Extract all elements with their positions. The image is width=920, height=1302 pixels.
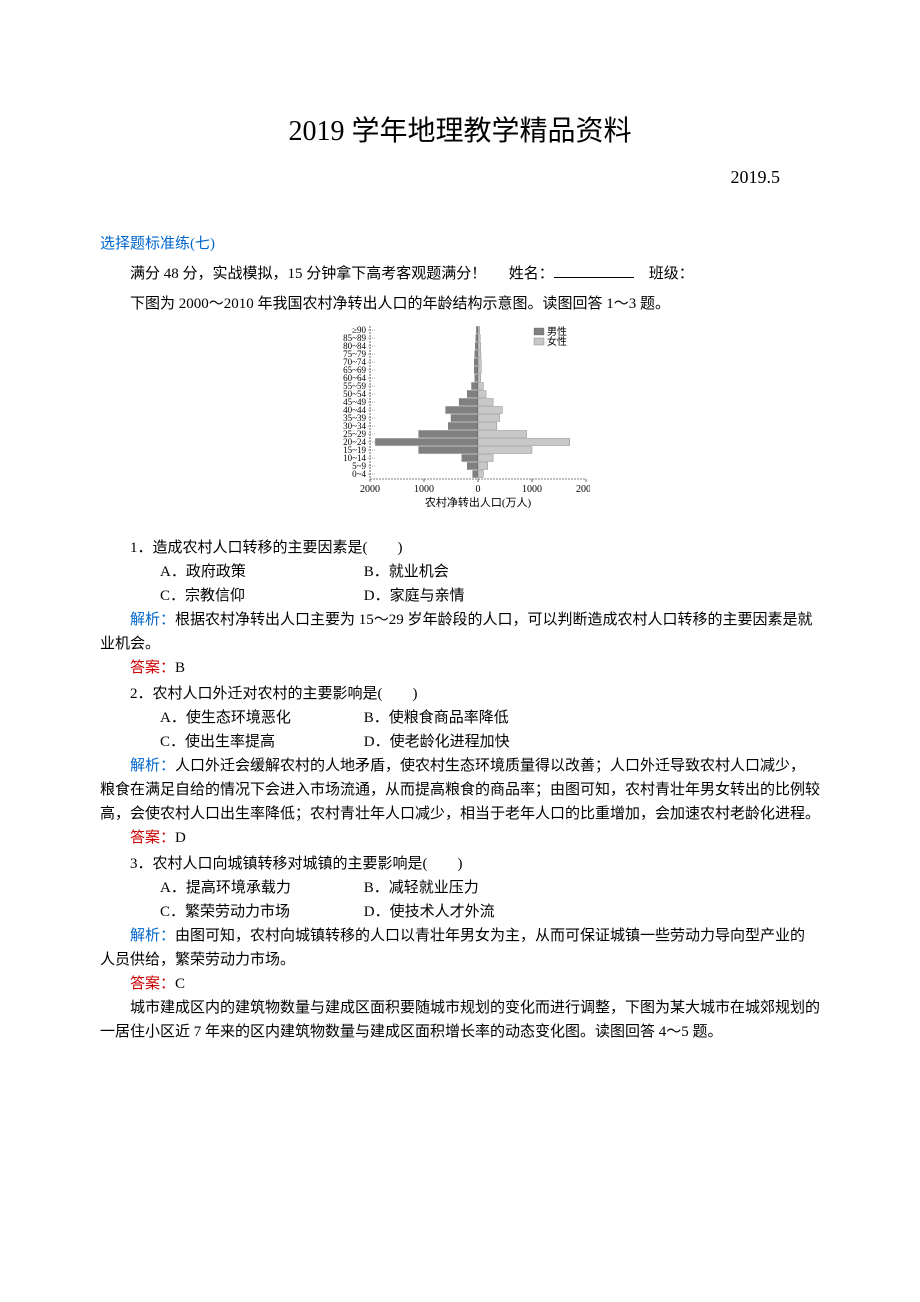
analysis-label: 解析： [130,612,175,628]
q3-option-d: D．使技术人才外流 [334,900,495,924]
svg-text:女性: 女性 [547,335,567,348]
q2-analysis-text: 人口外迁会缓解农村的人地矛盾，使农村生态环境质量得以改善；人口外迁导致农村人口减… [100,758,820,822]
q2-stem: 2．农村人口外迁对农村的主要影响是( ) [100,682,820,706]
q1-options-row2: C．宗教信仰 D．家庭与亲情 [100,584,820,608]
q2-option-a: A．使生态环境恶化 [130,706,330,730]
q1-answer-text: B [175,660,185,676]
q1-option-c: C．宗教信仰 [130,584,330,608]
instruction-text: 满分 48 分，实战模拟，15 分钟拿下高考客观题满分！ [130,266,486,282]
q1-analysis-text: 根据农村净转出人口主要为 15～29 岁年龄段的人口，可以判断造成农村人口转移的… [100,612,813,652]
q1-option-a: A．政府政策 [130,560,330,584]
analysis-label: 解析： [130,758,175,774]
q3-options-row2: C．繁荣劳动力市场 D．使技术人才外流 [100,900,820,924]
svg-text:2000: 2000 [576,484,590,495]
q2-option-c: C．使出生率提高 [130,730,330,754]
q2-options-row2: C．使出生率提高 D．使老龄化进程加快 [100,730,820,754]
q3-answer-text: C [175,976,185,992]
svg-text:1000: 1000 [522,484,542,495]
q2-answer: 答案：D [100,826,820,850]
svg-text:0~4: 0~4 [352,469,366,479]
q3-analysis-text: 由图可知，农村向城镇转移的人口以青壮年男女为主，从而可保证城镇一些劳动力导向型产… [100,928,805,968]
answer-label: 答案： [130,976,175,992]
q3-analysis: 解析：由图可知，农村向城镇转移的人口以青壮年男女为主，从而可保证城镇一些劳动力导… [100,924,820,972]
q3-answer: 答案：C [100,972,820,996]
q2-options-row1: A．使生态环境恶化 B．使粮食商品率降低 [100,706,820,730]
q1-options-row1: A．政府政策 B．就业机会 [100,560,820,584]
q3-options-row1: A．提高环境承载力 B．减轻就业压力 [100,876,820,900]
intro-2: 城市建成区内的建筑物数量与建成区面积要随城市规划的变化而进行调整，下图为某大城市… [100,996,820,1044]
pyramid-svg: ≥9085~8980~8475~7970~7465~6960~6455~5950… [330,322,590,522]
q3-option-c: C．繁荣劳动力市场 [130,900,330,924]
class-label: 班级： [649,266,694,282]
q1-option-d: D．家庭与亲情 [334,584,465,608]
svg-text:农村净转出人口(万人): 农村净转出人口(万人) [425,495,532,509]
svg-text:2000: 2000 [360,484,380,495]
q2-answer-text: D [175,830,186,846]
answer-label: 答案： [130,830,175,846]
analysis-label: 解析： [130,928,175,944]
page-title: 2019 学年地理教学精品资料 [100,110,820,155]
q1-answer: 答案：B [100,656,820,680]
q2-option-b: B．使粮食商品率降低 [334,706,509,730]
q3-stem: 3．农村人口向城镇转移对城镇的主要影响是( ) [100,852,820,876]
date-line: 2019.5 [100,163,820,192]
q3-option-a: A．提高环境承载力 [130,876,330,900]
q2-option-d: D．使老龄化进程加快 [334,730,510,754]
q1-analysis: 解析：根据农村净转出人口主要为 15～29 岁年龄段的人口，可以判断造成农村人口… [100,608,820,656]
name-blank [554,277,634,278]
instruction-line: 满分 48 分，实战模拟，15 分钟拿下高考客观题满分！ 姓名： 班级： [100,262,820,286]
q1-stem: 1．造成农村人口转移的主要因素是( ) [100,536,820,560]
svg-text:1000: 1000 [414,484,434,495]
answer-label: 答案： [130,660,175,676]
svg-text:0: 0 [476,484,481,495]
intro-1: 下图为 2000～2010 年我国农村净转出人口的年龄结构示意图。读图回答 1～… [100,292,820,316]
population-pyramid-chart: ≥9085~8980~8475~7970~7465~6960~6455~5950… [100,322,820,530]
q1-option-b: B．就业机会 [334,560,449,584]
name-label: 姓名： [509,266,554,282]
q3-option-b: B．减轻就业压力 [334,876,479,900]
q2-analysis: 解析：人口外迁会缓解农村的人地矛盾，使农村生态环境质量得以改善；人口外迁导致农村… [100,754,820,826]
section-header: 选择题标准练(七) [100,232,820,256]
